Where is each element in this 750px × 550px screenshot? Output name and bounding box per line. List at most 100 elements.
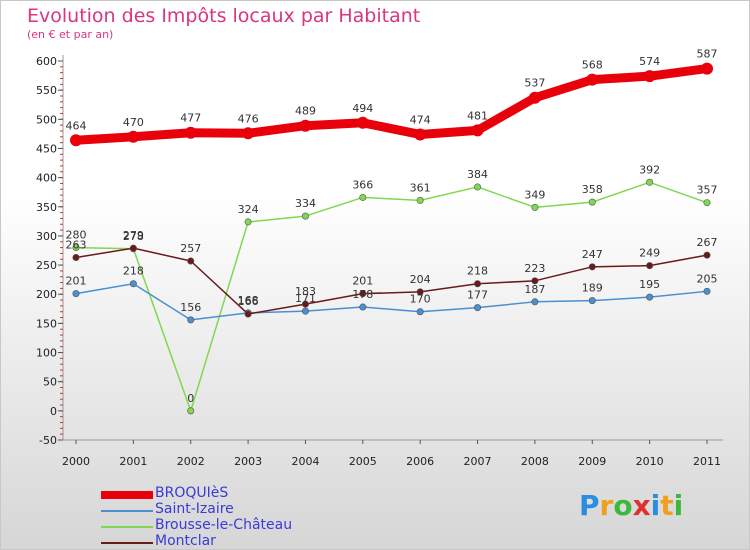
data-label: 357 bbox=[697, 184, 718, 197]
data-label: 334 bbox=[295, 197, 316, 210]
data-point bbox=[588, 198, 596, 206]
data-point bbox=[703, 287, 711, 295]
data-point bbox=[70, 134, 82, 147]
data-label: 280 bbox=[66, 229, 87, 242]
y-tick-label: 50 bbox=[43, 376, 57, 389]
data-label: 177 bbox=[467, 289, 488, 302]
y-tick-label: 300 bbox=[36, 230, 57, 243]
series-line bbox=[75, 247, 708, 315]
data-point bbox=[646, 178, 654, 186]
data-point bbox=[72, 290, 80, 298]
x-tick-label: 2006 bbox=[406, 455, 434, 468]
data-label: 201 bbox=[352, 275, 373, 288]
data-point bbox=[184, 126, 197, 139]
y-tick-label: 500 bbox=[36, 113, 57, 126]
series-line bbox=[75, 282, 708, 321]
data-label: 257 bbox=[180, 242, 201, 255]
x-tick-label: 2007 bbox=[464, 455, 492, 468]
data-label: 481 bbox=[467, 109, 488, 122]
data-point bbox=[528, 91, 541, 104]
x-tick-label: 2011 bbox=[693, 455, 721, 468]
data-label: 249 bbox=[639, 247, 660, 260]
data-point bbox=[703, 251, 711, 259]
data-labels-layer: 280 278 0 324 334 366 361 384 349 358 392 357 201 218… bbox=[66, 48, 718, 405]
data-label: 278 bbox=[123, 230, 144, 243]
legend-swatch bbox=[101, 510, 153, 512]
data-label: 156 bbox=[180, 301, 201, 314]
data-point bbox=[646, 293, 654, 301]
logo-letter: i bbox=[650, 489, 661, 522]
legend-swatch bbox=[101, 491, 153, 499]
x-tick-label: 2005 bbox=[349, 455, 377, 468]
data-label: 384 bbox=[467, 168, 488, 181]
y-tick-label: 450 bbox=[36, 142, 57, 155]
data-label: 537 bbox=[524, 77, 545, 90]
x-tick-label: 2010 bbox=[636, 455, 664, 468]
x-tick-label: 2004 bbox=[291, 455, 319, 468]
x-tick-label: 2001 bbox=[119, 455, 147, 468]
data-point bbox=[531, 277, 539, 285]
data-point bbox=[244, 310, 252, 318]
data-point bbox=[299, 119, 312, 132]
chart-axes: -50 0 50 100 150 200 250 300 350 400 450 500 550 600 2… bbox=[36, 55, 723, 468]
data-point bbox=[359, 290, 367, 298]
data-point bbox=[301, 300, 309, 308]
logo-letter: P bbox=[579, 489, 600, 522]
y-tick-label: 200 bbox=[36, 288, 57, 301]
logo-letter: i bbox=[673, 489, 684, 522]
x-tick-label: 2009 bbox=[578, 455, 606, 468]
data-label: 279 bbox=[123, 229, 144, 242]
series-line bbox=[75, 181, 708, 412]
legend-swatch bbox=[101, 526, 153, 528]
data-label: 470 bbox=[123, 116, 144, 129]
data-label: 366 bbox=[352, 178, 373, 191]
y-tick-label: 0 bbox=[50, 405, 57, 418]
x-tick-label: 2008 bbox=[521, 455, 549, 468]
data-label: 166 bbox=[238, 295, 259, 308]
data-point bbox=[474, 280, 482, 288]
y-tick-label: 550 bbox=[36, 84, 57, 97]
data-label: 195 bbox=[639, 278, 660, 291]
data-label: 170 bbox=[410, 293, 431, 306]
data-label: 218 bbox=[467, 265, 488, 278]
data-point bbox=[242, 127, 255, 140]
data-point bbox=[416, 196, 424, 204]
legend-label: Saint-Izaire bbox=[155, 501, 234, 517]
data-label: 568 bbox=[582, 59, 603, 72]
x-tick-label: 2000 bbox=[62, 455, 90, 468]
data-label: 171 bbox=[295, 292, 316, 305]
logo-letter: t bbox=[660, 489, 674, 522]
data-label: 489 bbox=[295, 105, 316, 118]
data-label: 201 bbox=[66, 275, 87, 288]
data-label: 324 bbox=[238, 203, 259, 216]
data-point bbox=[416, 308, 424, 316]
x-tick-label: 2002 bbox=[177, 455, 205, 468]
logo-letter: r bbox=[599, 489, 614, 522]
data-point bbox=[414, 128, 427, 141]
legend-label: Montclar bbox=[155, 533, 216, 549]
data-label: 392 bbox=[639, 163, 660, 176]
data-label: 247 bbox=[582, 248, 603, 261]
data-point bbox=[701, 62, 713, 75]
legend-label: BROQUIèS bbox=[155, 485, 229, 501]
data-label: 477 bbox=[180, 112, 201, 125]
data-point bbox=[588, 263, 596, 271]
data-label: 361 bbox=[410, 181, 431, 194]
chart-subtitle: (en € et par an) bbox=[27, 28, 114, 41]
chart-title: Evolution des Impôts locaux par Habitant bbox=[27, 5, 421, 27]
data-point bbox=[359, 193, 367, 201]
data-point bbox=[531, 298, 539, 306]
data-label: 218 bbox=[123, 265, 144, 278]
data-label: 263 bbox=[66, 238, 87, 251]
data-label: 0 bbox=[187, 392, 194, 405]
logo-letter: x bbox=[632, 489, 651, 522]
data-point bbox=[474, 183, 482, 191]
data-label: 267 bbox=[697, 236, 718, 249]
data-point bbox=[359, 303, 367, 311]
data-point bbox=[129, 280, 137, 288]
data-point bbox=[474, 304, 482, 312]
data-label: 476 bbox=[238, 112, 259, 125]
data-point bbox=[301, 307, 309, 315]
data-label: 183 bbox=[295, 285, 316, 298]
